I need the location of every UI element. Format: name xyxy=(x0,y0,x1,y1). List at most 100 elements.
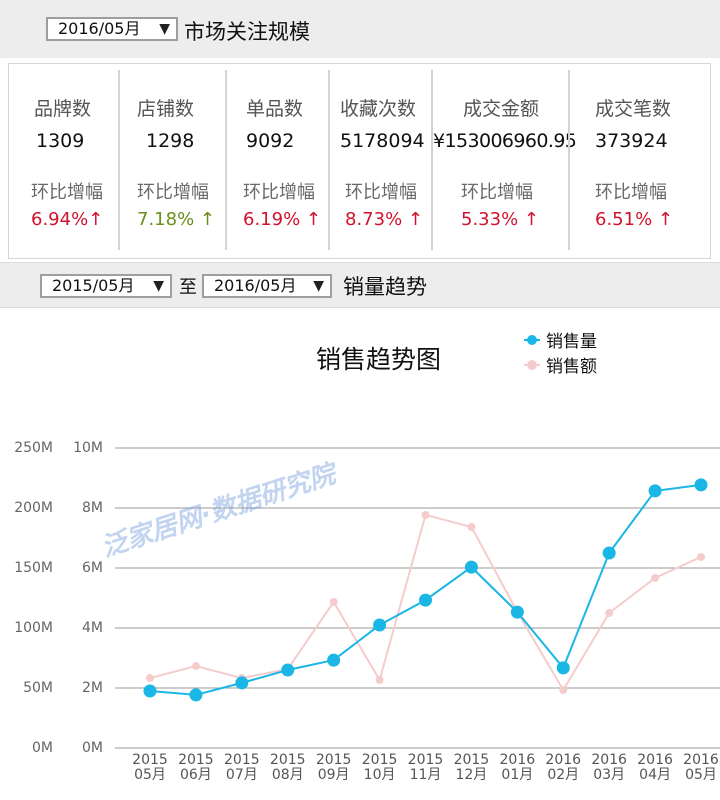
x-tick: 2015 11月 xyxy=(407,752,444,783)
data-point[interactable] xyxy=(329,597,338,606)
to-month-select[interactable]: 2016/05月 ▼ xyxy=(202,274,332,298)
x-tick: 2015 09月 xyxy=(315,752,352,783)
from-month-select[interactable]: 2015/05月 ▼ xyxy=(40,274,172,298)
plot-area xyxy=(115,447,720,749)
kpi-name: 单品数 xyxy=(246,98,304,120)
range-separator: 至 xyxy=(179,277,197,298)
y-tick: 0M xyxy=(82,740,103,756)
kpi-value: 1309 xyxy=(36,130,85,152)
data-point[interactable] xyxy=(605,609,614,617)
x-tick: 2015 06月 xyxy=(178,752,214,783)
data-point[interactable] xyxy=(648,484,662,498)
x-tick: 2016 05月 xyxy=(683,752,719,783)
legend-item-amount[interactable]: 销售额 xyxy=(524,352,597,377)
kpi-change-label: 环比增幅 xyxy=(31,182,103,203)
kpi-value: ¥153006960.95 xyxy=(433,130,577,152)
kpi-item-count: 单品数 9092 环比增幅 6.19% ↑ xyxy=(227,70,327,250)
kpi-brand-count: 品牌数 1309 环比增幅 6.94%↑ xyxy=(9,70,119,250)
legend-label: 销售额 xyxy=(546,357,597,377)
data-point[interactable] xyxy=(189,688,203,702)
data-point[interactable] xyxy=(281,663,295,677)
data-point[interactable] xyxy=(510,605,524,619)
y-tick: 100M xyxy=(14,620,53,636)
kpi-name: 成交金额 xyxy=(463,98,540,120)
legend-item-volume[interactable]: 销售量 xyxy=(524,327,597,352)
kpi-value: 1298 xyxy=(146,130,195,152)
kpi-store-count: 店铺数 1298 环比增幅 7.18% ↑ xyxy=(120,70,225,250)
legend-marker-icon xyxy=(524,332,540,348)
data-point[interactable] xyxy=(651,573,660,582)
data-point[interactable] xyxy=(235,676,249,690)
data-point[interactable] xyxy=(556,661,570,675)
gridlines xyxy=(115,447,720,749)
data-point[interactable] xyxy=(602,546,616,560)
data-point[interactable] xyxy=(559,686,568,695)
data-point[interactable] xyxy=(327,653,341,667)
data-point[interactable] xyxy=(146,674,154,683)
data-point[interactable] xyxy=(467,522,476,531)
kpi-change: 5.33% ↑ xyxy=(461,209,539,230)
month-select[interactable]: 2016/05月 ▼ xyxy=(46,17,178,41)
kpi-value: 5178094 xyxy=(340,130,425,152)
x-tick: 2016 03月 xyxy=(591,752,627,783)
y-tick: 2M xyxy=(82,680,103,696)
legend-marker-icon xyxy=(524,357,540,373)
kpi-change-label: 环比增幅 xyxy=(345,182,417,203)
kpi-change: 8.73% ↑ xyxy=(345,209,423,230)
sales-trend-header: 2015/05月 ▼ 至 2016/05月 ▼ 销量趋势 xyxy=(0,262,720,308)
y-tick: 10M xyxy=(73,440,103,456)
kpi-name: 品牌数 xyxy=(34,98,92,120)
kpi-change-label: 环比增幅 xyxy=(595,182,667,203)
x-tick: 2016 01月 xyxy=(499,752,536,783)
divider xyxy=(225,70,227,250)
month-select-value: 2016/05月 xyxy=(58,19,141,38)
kpi-value: 9092 xyxy=(246,130,295,152)
kpi-panel: 品牌数 1309 环比增幅 6.94%↑ 店铺数 1298 环比增幅 7.18%… xyxy=(8,63,711,259)
dropdown-arrow-icon: ▼ xyxy=(313,278,324,294)
dropdown-arrow-icon: ▼ xyxy=(159,21,170,37)
series-volume-line xyxy=(143,478,708,702)
y-tick: 200M xyxy=(14,500,53,516)
x-tick: 2015 12月 xyxy=(453,752,490,783)
kpi-transaction-count: 成交笔数 373924 环比增幅 6.51% ↑ xyxy=(570,70,705,250)
x-tick: 2015 07月 xyxy=(224,752,260,783)
x-tick: 2016 02月 xyxy=(545,752,582,783)
x-tick: 2015 05月 xyxy=(132,752,168,783)
divider xyxy=(118,70,120,250)
sales-trend-title: 销量趋势 xyxy=(343,275,427,299)
kpi-change: 6.51% ↑ xyxy=(595,209,673,230)
kpi-name: 收藏次数 xyxy=(340,98,417,120)
y-tick: 8M xyxy=(82,500,103,516)
data-point[interactable] xyxy=(697,552,705,561)
legend-label: 销售量 xyxy=(546,332,597,352)
divider xyxy=(431,70,433,250)
data-point[interactable] xyxy=(694,478,708,492)
data-point[interactable] xyxy=(191,662,200,671)
kpi-change-label: 环比增幅 xyxy=(243,182,315,203)
kpi-name: 店铺数 xyxy=(137,98,195,120)
kpi-change: 7.18% ↑ xyxy=(137,209,215,230)
data-point[interactable] xyxy=(373,618,387,632)
x-tick: 2015 10月 xyxy=(361,752,398,783)
kpi-value: 373924 xyxy=(595,130,668,152)
y-tick: 50M xyxy=(23,680,53,696)
divider xyxy=(328,70,330,250)
kpi-name: 成交笔数 xyxy=(595,98,672,120)
kpi-change: 6.94%↑ xyxy=(31,209,104,230)
kpi-change-label: 环比增幅 xyxy=(461,182,533,203)
x-tick: 2016 04月 xyxy=(637,752,673,783)
y-tick: 150M xyxy=(14,560,53,576)
market-scale-header: 2016/05月 ▼ 市场关注规模 xyxy=(0,0,720,58)
y-tick: 4M xyxy=(82,620,103,636)
data-point[interactable] xyxy=(375,675,384,684)
data-point[interactable] xyxy=(421,510,430,519)
x-tick: 2015 08月 xyxy=(269,752,306,783)
data-point[interactable] xyxy=(143,684,157,698)
market-scale-title: 市场关注规模 xyxy=(184,20,310,44)
data-point[interactable] xyxy=(464,560,478,574)
kpi-transaction-amount: 成交金额 ¥153006960.95 环比增幅 5.33% ↑ xyxy=(433,70,577,250)
kpi-favorite-count: 收藏次数 5178094 环比增幅 8.73% ↑ xyxy=(330,70,430,250)
sales-trend-chart: 销售趋势图 销售量 销售额 250M 200M 150M 100M 50M 0M… xyxy=(0,307,720,800)
kpi-change: 6.19% ↑ xyxy=(243,209,321,230)
data-point[interactable] xyxy=(419,593,432,607)
